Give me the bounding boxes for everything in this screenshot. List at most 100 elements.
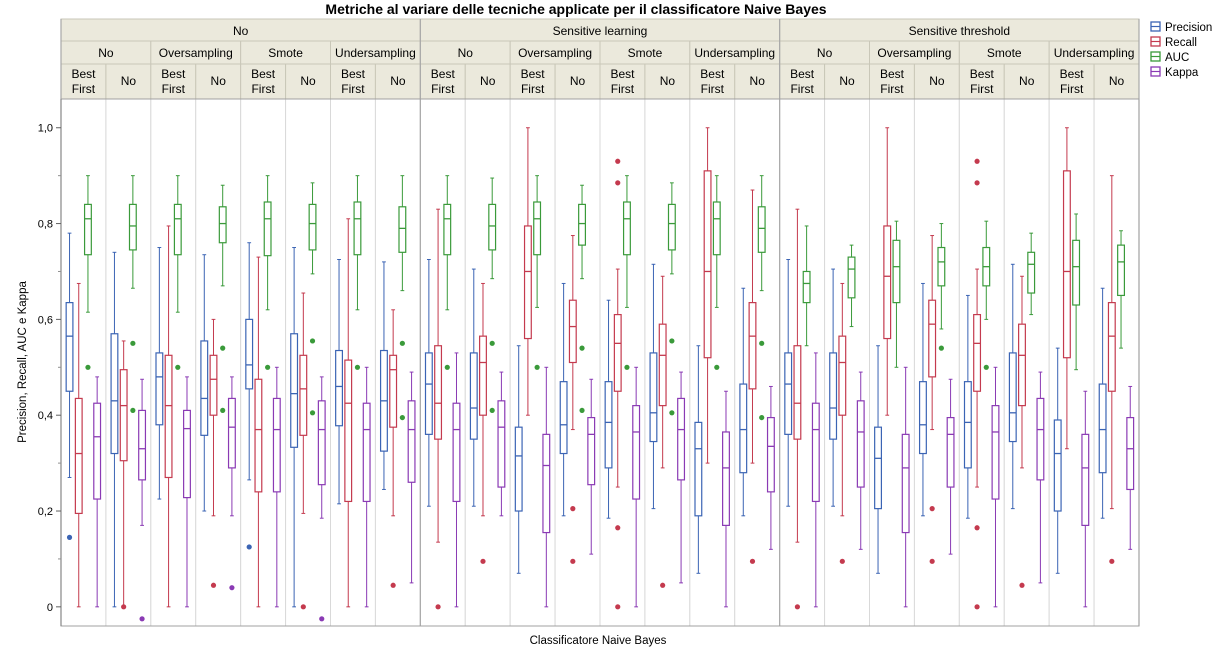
facet-group — [649, 182, 686, 588]
box-outlier — [570, 558, 576, 564]
box-recall — [209, 318, 218, 588]
box-recall — [434, 208, 443, 610]
facet-header-l1-label: No — [233, 24, 249, 38]
box-iqr — [901, 433, 910, 534]
box-outlier — [130, 407, 136, 414]
facet-header-l3-cell — [869, 63, 915, 100]
legend-label-kappa: Kappa — [1165, 67, 1199, 79]
box-kappa — [93, 376, 102, 608]
facet-header-l3-label: Best First — [431, 67, 456, 96]
box-outlier — [929, 506, 935, 512]
box-recall — [74, 282, 83, 608]
box-iqr — [1081, 433, 1090, 526]
box-auc — [1027, 232, 1036, 316]
facet-header-l3-cell — [824, 63, 870, 100]
box-iqr — [74, 397, 83, 515]
facet-header-l3-label: No — [121, 74, 137, 88]
box-outlier — [579, 407, 585, 414]
facet-panel — [509, 98, 556, 627]
box-kappa — [856, 371, 865, 550]
box-iqr — [407, 400, 416, 483]
x-axis-label: Classificatore Naive Bayes — [530, 635, 667, 647]
box-recall — [1107, 175, 1116, 564]
box-precision — [155, 247, 164, 500]
facet-header-l3-label: No — [390, 74, 406, 88]
box-kappa — [542, 366, 551, 608]
facet-header-l3-label: Best First — [71, 67, 96, 96]
box-precision — [918, 282, 927, 517]
box-outlier — [759, 414, 765, 421]
box-outlier — [624, 364, 630, 370]
facet-header-l3-label: Best First — [251, 67, 276, 96]
box-outlier — [615, 525, 621, 531]
box-outlier — [759, 340, 765, 346]
y-tick-label: 1,0 — [38, 123, 53, 135]
facet-header-l3-label: Best First — [790, 67, 815, 96]
box-kappa — [1081, 390, 1090, 608]
box-outlier — [319, 616, 325, 622]
box-iqr — [1053, 419, 1062, 512]
box-outlier — [974, 180, 980, 186]
box-recall — [119, 340, 128, 610]
box-recall — [883, 127, 892, 416]
box-outlier — [130, 340, 136, 346]
box-kappa — [946, 378, 955, 555]
box-precision — [694, 345, 703, 574]
box-iqr — [946, 416, 955, 488]
box-outlier — [399, 340, 405, 346]
box-precision — [335, 258, 344, 505]
box-iqr — [973, 313, 982, 392]
box-iqr — [667, 203, 676, 251]
box-iqr — [227, 397, 236, 469]
box-auc — [937, 223, 946, 351]
box-iqr — [469, 352, 478, 440]
box-iqr — [424, 352, 433, 435]
facet-header-l2-label: No — [458, 46, 474, 60]
box-auc — [83, 175, 92, 370]
box-outlier — [309, 338, 316, 344]
box-auc — [173, 175, 182, 370]
box-iqr — [739, 383, 748, 474]
box-outlier — [390, 582, 396, 588]
box-kappa — [138, 378, 147, 622]
box-outlier — [220, 407, 226, 414]
box-iqr — [533, 201, 542, 256]
legend-label-recall: Recall — [1165, 37, 1197, 49]
box-iqr — [1107, 302, 1116, 392]
box-outlier — [749, 558, 756, 564]
box-precision — [963, 294, 972, 519]
box-iqr — [362, 402, 371, 503]
y-tick-label: 0,4 — [38, 410, 53, 422]
box-kappa — [362, 366, 371, 608]
box-iqr — [703, 170, 712, 359]
facet-group — [469, 177, 506, 564]
box-iqr — [587, 416, 596, 486]
facet-header-l3-label: Best First — [880, 67, 905, 96]
box-iqr — [398, 206, 407, 253]
box-outlier — [938, 345, 944, 351]
facet-group — [559, 184, 596, 564]
facet-header-l3-cell — [374, 63, 421, 100]
facet-header-l2-label: No — [817, 46, 833, 60]
box-outlier — [246, 544, 252, 550]
facet-group — [1053, 127, 1090, 608]
box-precision — [379, 261, 388, 490]
box-iqr — [793, 345, 802, 440]
box-iqr — [317, 400, 326, 486]
facet-group — [963, 158, 1000, 610]
box-iqr — [128, 203, 137, 251]
box-iqr — [677, 397, 686, 481]
box-recall — [479, 282, 487, 564]
legend-label-precision: Precision — [1165, 22, 1212, 34]
facet-header-l2-label: Oversampling — [877, 46, 951, 60]
box-iqr — [497, 400, 506, 488]
box-outlier — [1109, 558, 1115, 564]
box-outlier — [399, 414, 405, 421]
box-precision — [649, 263, 658, 510]
chart-title: Metriche al variare delle tecniche appli… — [325, 1, 826, 17]
box-iqr — [1036, 397, 1045, 481]
box-recall — [703, 127, 712, 464]
box-iqr — [443, 203, 452, 256]
facet-header-l3-label: No — [570, 74, 586, 88]
box-outlier — [489, 407, 495, 414]
